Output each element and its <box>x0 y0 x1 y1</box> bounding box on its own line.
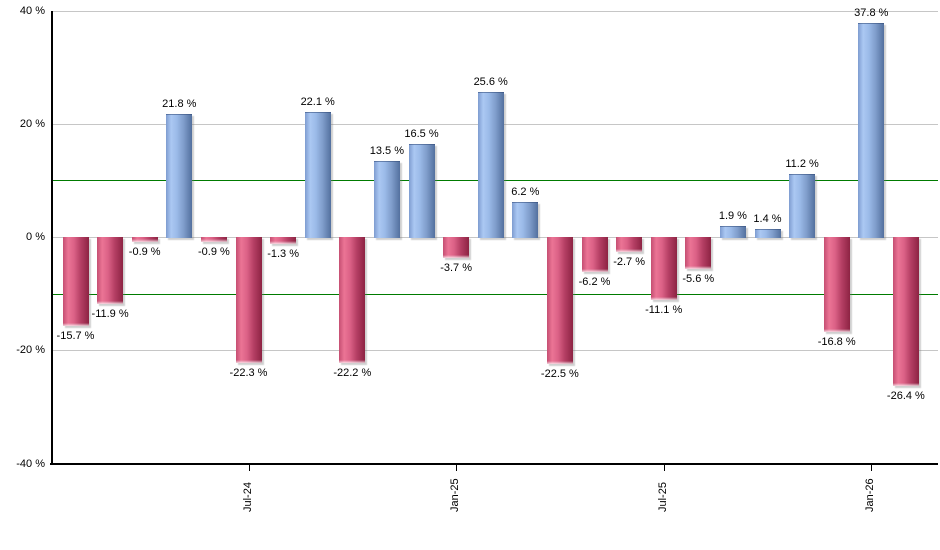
bar-positive <box>512 201 539 238</box>
y-gridline <box>52 350 938 352</box>
bar-negative <box>892 237 919 387</box>
bar-value-label: -2.7 % <box>613 256 645 269</box>
bar-positive <box>408 143 435 238</box>
bar-positive <box>304 111 331 238</box>
y-axis-tick-label: -20 % <box>16 344 45 357</box>
bar-value-label: -11.1 % <box>645 303 683 316</box>
bar-value-label: -0.9 % <box>128 246 161 259</box>
x-axis-tick-label: Jan-25 <box>449 478 462 512</box>
bar-value-label: -6.2 % <box>578 276 611 289</box>
bar-value-label: 21.8 % <box>162 97 197 110</box>
bar-value-label: 1.4 % <box>753 213 782 226</box>
bar-positive <box>789 173 816 238</box>
bar-negative <box>546 237 573 365</box>
bar-value-label: -3.7 % <box>440 261 472 274</box>
bar-negative <box>823 237 850 333</box>
bar-value-label: -26.4 % <box>886 390 925 403</box>
bar-negative <box>200 237 227 243</box>
y-axis-tick-label: 20 % <box>19 117 45 130</box>
bar-positive <box>477 92 504 238</box>
bar-value-label: -0.9 % <box>197 246 230 259</box>
y-axis-tick-label: -40 % <box>16 457 45 470</box>
bar-value-label: 37.8 % <box>854 6 889 19</box>
bar-value-label: -22.5 % <box>540 368 579 381</box>
x-axis-tick-label: Jan-26 <box>864 478 877 512</box>
x-axis-tick <box>456 463 458 471</box>
bar-positive <box>858 22 885 238</box>
bar-value-label: 6.2 % <box>511 185 540 198</box>
y-gridline <box>52 10 938 12</box>
bar-negative <box>97 237 124 305</box>
x-axis-tick-label: Jul-25 <box>656 482 669 512</box>
bar-positive <box>754 229 781 238</box>
x-axis-tick <box>871 463 873 471</box>
bar-value-label: 11.2 % <box>785 157 819 170</box>
bar-positive <box>719 226 746 238</box>
bar-negative <box>235 237 262 364</box>
y-axis-tick-label: 40 % <box>19 4 45 17</box>
bar-negative <box>581 237 608 273</box>
bar-value-label: 13.5 % <box>369 144 405 157</box>
y-axis-tick-label: 0 % <box>26 231 45 243</box>
bar-value-label: 22.1 % <box>300 95 335 108</box>
bar-negative <box>270 237 297 245</box>
bar-negative <box>339 237 366 363</box>
bar-value-label: -11.9 % <box>91 308 129 321</box>
y-axis-line <box>51 10 53 465</box>
bar-value-label: -22.2 % <box>333 366 372 379</box>
x-axis-line <box>50 462 938 465</box>
bar-value-label: 1.9 % <box>718 210 747 223</box>
x-axis-tick <box>248 463 250 471</box>
bar-negative <box>650 237 677 300</box>
bar-value-label: 25.6 % <box>473 76 508 89</box>
bar-value-label: -1.3 % <box>267 248 299 261</box>
bar-value-label: -15.7 % <box>56 329 95 342</box>
bar-positive <box>373 160 400 238</box>
bar-negative <box>685 237 712 269</box>
bar-negative <box>616 237 643 253</box>
bar-value-label: -5.6 % <box>682 272 715 285</box>
bar-positive <box>166 113 193 238</box>
x-axis-tick <box>663 463 665 471</box>
bar-negative <box>443 237 470 258</box>
bar-negative <box>62 237 89 326</box>
bar-value-label: -16.8 % <box>817 336 856 349</box>
bar-value-label: -22.3 % <box>229 367 268 380</box>
threshold-line <box>52 293 938 295</box>
bar-value-label: 16.5 % <box>404 127 439 140</box>
x-axis-tick-label: Jul-24 <box>241 482 254 512</box>
bar-negative <box>131 237 158 243</box>
